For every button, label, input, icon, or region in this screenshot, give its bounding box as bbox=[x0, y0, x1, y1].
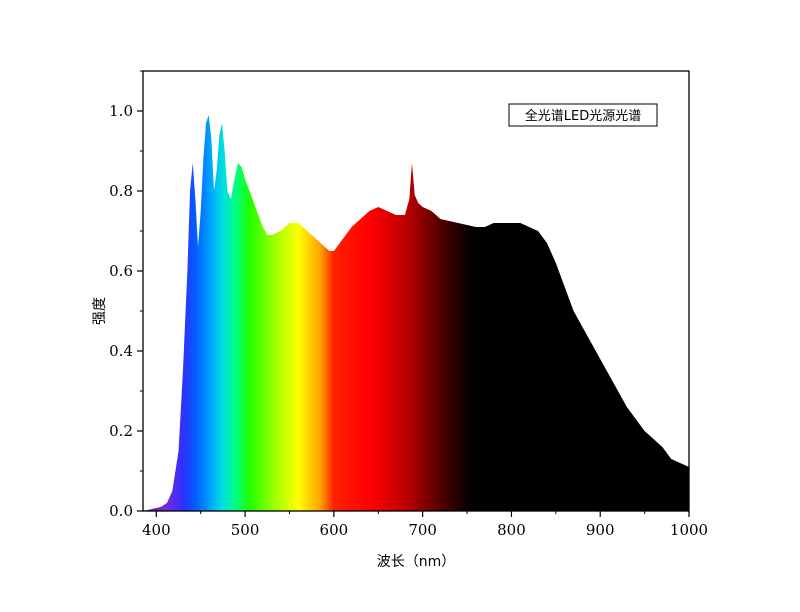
y-tick-label: 0.4 bbox=[109, 342, 133, 360]
x-tick-label: 400 bbox=[142, 521, 171, 539]
x-tick-label: 1000 bbox=[670, 521, 708, 539]
x-tick-label: 600 bbox=[320, 521, 349, 539]
y-tick-label: 0.0 bbox=[109, 502, 133, 520]
x-tick-label: 500 bbox=[231, 521, 260, 539]
x-tick-label: 800 bbox=[497, 521, 526, 539]
y-tick-label: 0.8 bbox=[109, 182, 133, 200]
x-axis-title: 波长（nm） bbox=[377, 554, 456, 570]
x-tick-label: 900 bbox=[586, 521, 615, 539]
y-tick-label: 1.0 bbox=[109, 102, 133, 120]
y-tick-label: 0.6 bbox=[109, 262, 133, 280]
legend-label: 全光谱LED光源光谱 bbox=[525, 108, 641, 124]
legend-box bbox=[508, 103, 658, 127]
plot-area bbox=[143, 115, 689, 511]
x-tick-label: 700 bbox=[408, 521, 437, 539]
spectrum-area bbox=[143, 115, 689, 511]
y-axis: 0.0 0.2 0.4 0.6 0.8 1.0 bbox=[109, 70, 143, 520]
y-tick-label: 0.2 bbox=[109, 422, 133, 440]
x-axis: 400 500 600 700 800 900 1000 bbox=[142, 511, 708, 539]
plot-frame bbox=[142, 70, 690, 512]
y-axis-title: 强度 bbox=[92, 297, 108, 325]
legend: 全光谱LED光源光谱 bbox=[508, 103, 658, 127]
